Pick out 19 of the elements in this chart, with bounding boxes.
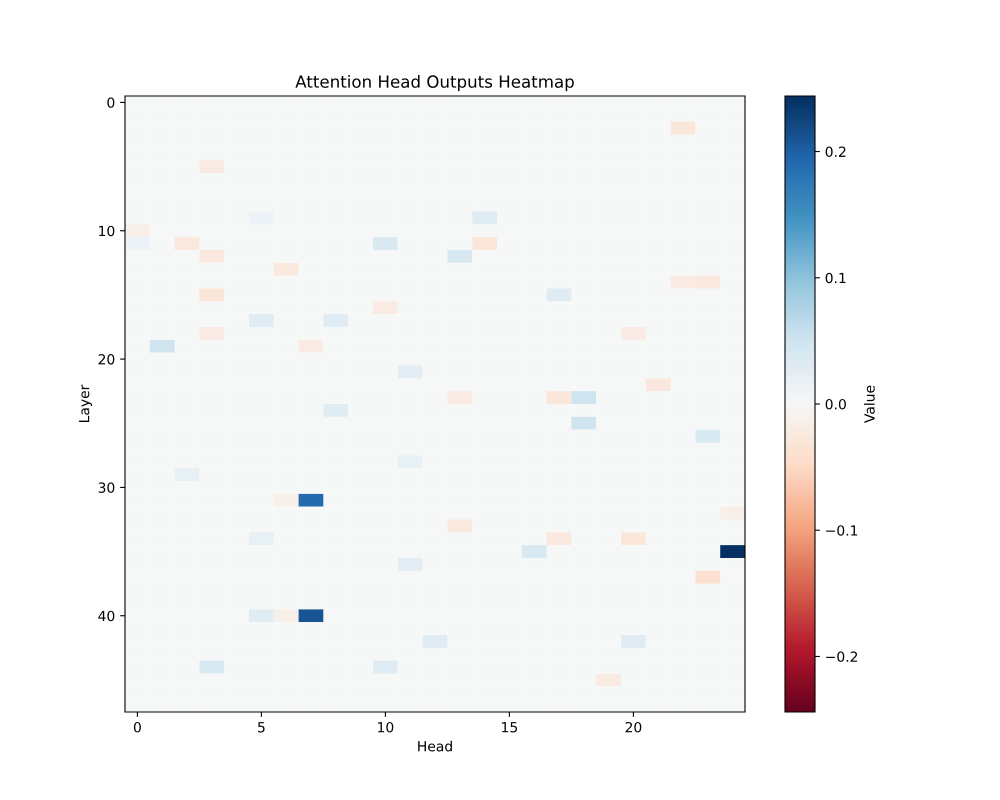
chart-title: Attention Head Outputs Heatmap [295,75,574,92]
y-tick-label: 10 [99,226,114,236]
x-axis-title: Head [418,740,452,752]
x-tick-label: 10 [378,722,394,732]
color-bar-label: 0.1 [826,272,846,284]
y-axis-title: Layer [79,384,92,422]
x-tick-label: 20 [626,722,642,732]
color-bar-label: −0.1 [826,525,858,536]
y-tick-label: 40 [98,610,114,622]
x-tick-label: 5 [258,722,265,732]
color-bar-title: Value [864,386,875,423]
color-bar-label: 0.0 [826,398,846,410]
x-tick-label: 15 [502,722,518,732]
y-tick-label: 0 [107,97,114,108]
y-tick-label: 30 [98,482,114,493]
y-tick-label: 20 [98,354,114,365]
color-bar-label: 0.2 [826,146,846,158]
x-tick-label: 0 [134,722,141,732]
color-bar-label: −0.2 [826,651,858,662]
